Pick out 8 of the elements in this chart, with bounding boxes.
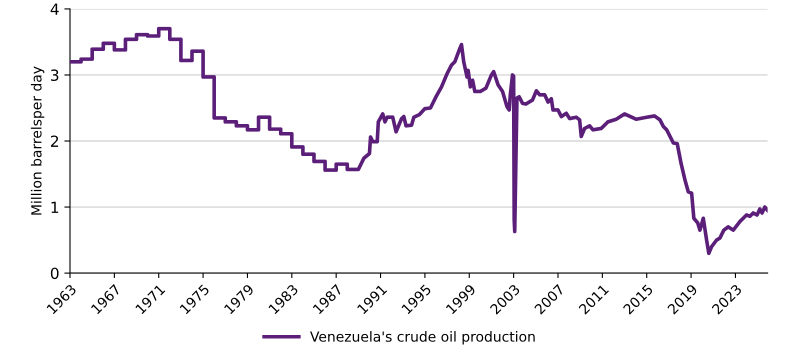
line-series — [70, 26, 768, 256]
y-axis-title: Million barrelsper day — [30, 66, 44, 215]
y-tick-label: 4 — [50, 4, 59, 15]
y-tick-label: 2 — [50, 135, 58, 147]
y-tick-label: 3 — [51, 69, 58, 81]
y-tick-label: 0 — [50, 268, 59, 280]
y-tick-label: 1 — [52, 202, 58, 213]
legend-label: Venezuela's crude oil production — [310, 331, 535, 344]
